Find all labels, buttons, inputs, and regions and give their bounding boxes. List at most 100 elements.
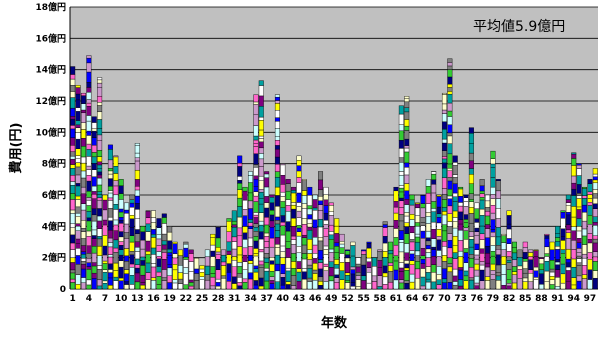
bar-segment — [291, 236, 296, 240]
bar-segment — [496, 249, 501, 254]
x-tick-label: 37 — [260, 294, 273, 304]
bar-segment — [275, 177, 280, 187]
bar-segment — [237, 190, 242, 198]
bar-segment — [399, 263, 404, 268]
bar-segment — [415, 242, 420, 251]
bar-segment — [404, 175, 409, 184]
bar-segment — [539, 264, 544, 270]
bar-segment — [518, 269, 523, 278]
bar-stack — [329, 203, 334, 289]
bar-segment — [426, 238, 431, 241]
bar-segment — [70, 108, 75, 116]
bar-segment — [307, 253, 312, 259]
bar-segment — [474, 250, 479, 255]
bar-segment — [281, 277, 286, 285]
bar-segment — [415, 261, 420, 269]
bar-segment — [162, 281, 167, 289]
bar-segment — [458, 220, 463, 224]
bar-segment — [351, 283, 356, 286]
bar-segment — [448, 133, 453, 136]
bar-segment — [108, 149, 113, 160]
bar-segment — [534, 267, 539, 271]
bar-segment — [259, 213, 264, 221]
bar-segment — [119, 267, 124, 278]
bar-stack — [108, 145, 113, 289]
bar-segment — [318, 285, 323, 289]
bar-segment — [404, 98, 409, 102]
bar-segment — [194, 258, 199, 269]
bar-segment — [162, 234, 167, 241]
bar-segment — [550, 276, 555, 279]
bar-segment — [329, 203, 334, 205]
bar-segment — [507, 286, 512, 289]
x-tick-label: 43 — [293, 294, 306, 304]
bar-segment — [108, 160, 113, 168]
bar-segment — [264, 271, 269, 281]
bar-segment — [588, 195, 593, 199]
bar-segment — [588, 270, 593, 280]
bar-segment — [318, 260, 323, 263]
bar-segment — [566, 203, 571, 206]
bar-segment — [480, 262, 485, 265]
bar-segment — [485, 277, 490, 281]
bar-stack — [431, 172, 436, 290]
bar-segment — [210, 267, 215, 274]
bar-segment — [399, 192, 404, 198]
bar-segment — [70, 85, 75, 91]
bar-segment — [404, 126, 409, 130]
bar-stack — [248, 172, 253, 290]
bar-segment — [70, 210, 75, 213]
bar-segment — [318, 180, 323, 190]
bar-segment — [593, 198, 598, 204]
bar-segment — [232, 277, 237, 284]
bar-stack — [593, 168, 598, 289]
bar-segment — [275, 164, 280, 172]
y-tick-label: 18億円 — [35, 1, 66, 13]
bar-segment — [588, 192, 593, 195]
bar-segment — [291, 187, 296, 190]
bar-segment — [70, 224, 75, 228]
bar-segment — [302, 224, 307, 235]
bar-segment — [313, 270, 318, 273]
bar-segment — [534, 277, 539, 279]
bar-segment — [399, 280, 404, 283]
bar-segment — [200, 277, 205, 280]
bar-segment — [259, 192, 264, 199]
bar-segment — [227, 264, 232, 273]
bar-segment — [507, 229, 512, 238]
bar-segment — [388, 266, 393, 272]
bar-segment — [97, 221, 102, 229]
bar-segment — [281, 274, 286, 277]
bar-segment — [329, 231, 334, 234]
bar-segment — [453, 285, 458, 289]
bar-segment — [264, 233, 269, 236]
bar-segment — [70, 145, 75, 151]
bar-segment — [404, 167, 409, 175]
bar-segment — [404, 281, 409, 284]
bar-segment — [76, 226, 81, 231]
bar-segment — [421, 286, 426, 289]
bar-segment — [135, 259, 140, 265]
bar-segment — [345, 280, 350, 282]
bar-segment — [92, 236, 97, 239]
bar-segment — [76, 239, 81, 243]
bar-segment — [404, 212, 409, 216]
bar-segment — [243, 216, 248, 227]
bar-segment — [291, 190, 296, 193]
bar-segment — [437, 274, 442, 279]
bar-segment — [582, 275, 587, 279]
bar-segment — [561, 229, 566, 236]
bar-segment — [70, 273, 75, 279]
bar-segment — [399, 240, 404, 243]
bar-segment — [501, 236, 506, 243]
bar-segment — [108, 273, 113, 278]
bar-segment — [442, 225, 447, 231]
bar-segment — [480, 194, 485, 198]
x-tick-label: 82 — [503, 294, 516, 304]
bar-segment — [588, 184, 593, 192]
bar-segment — [593, 222, 598, 225]
bar-segment — [555, 286, 560, 289]
bar-segment — [577, 259, 582, 263]
x-tick-label: 79 — [487, 294, 500, 304]
bar-segment — [70, 258, 75, 263]
